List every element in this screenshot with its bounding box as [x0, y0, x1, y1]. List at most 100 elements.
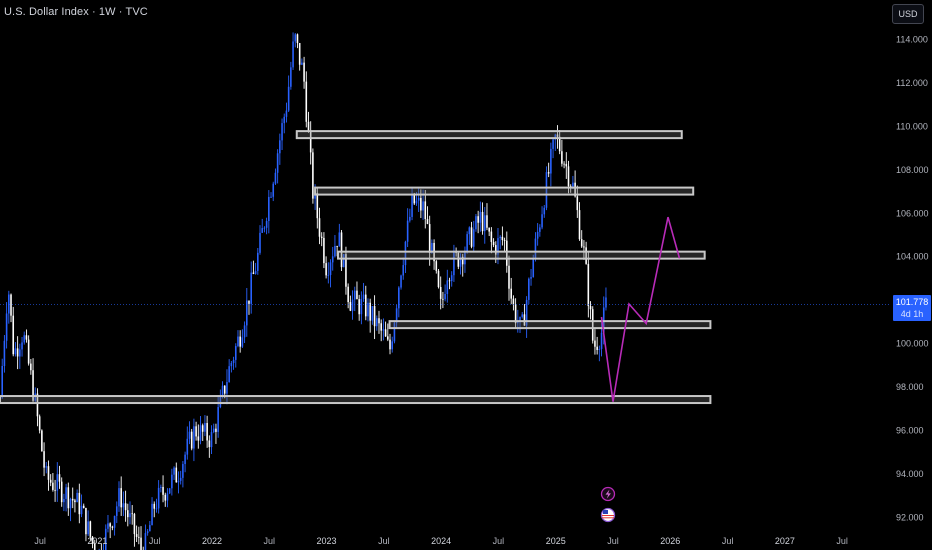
candle: [89, 520, 92, 541]
candle: [305, 71, 308, 128]
candle: [486, 203, 488, 231]
candle: [93, 539, 96, 550]
candle: [259, 225, 261, 255]
candle: [129, 501, 131, 525]
candle: [470, 221, 473, 249]
candle: [204, 415, 206, 437]
candle: [257, 247, 259, 275]
candle: [523, 304, 526, 326]
candle: [369, 298, 371, 333]
x-tick-label: 2024: [431, 536, 451, 546]
support-resistance-zone[interactable]: [388, 320, 712, 330]
candle: [193, 418, 195, 462]
candle: [232, 356, 235, 370]
candle: [74, 498, 76, 513]
candle: [528, 277, 530, 305]
candle: [525, 296, 528, 338]
candle: [400, 274, 402, 290]
candle: [270, 192, 272, 198]
y-tick-label: 110.000: [896, 121, 928, 131]
candle: [160, 484, 162, 493]
candle: [45, 461, 48, 474]
candle: [536, 223, 539, 246]
candle: [499, 235, 501, 250]
candle: [239, 330, 241, 353]
candle: [521, 312, 524, 319]
currency-button[interactable]: USD: [892, 4, 924, 24]
candle: [323, 232, 325, 269]
candle: [378, 310, 380, 334]
candle: [5, 302, 8, 349]
candle: [338, 223, 341, 247]
candle: [16, 336, 19, 370]
candle: [298, 42, 301, 71]
x-tick-label: Jul: [722, 536, 734, 546]
y-tick-label: 96.000: [896, 425, 924, 435]
candle: [294, 33, 297, 48]
support-resistance-zone[interactable]: [314, 186, 695, 196]
y-tick-label: 112.000: [896, 78, 928, 88]
candle: [290, 61, 292, 90]
candle: [241, 329, 244, 348]
candle: [585, 241, 587, 265]
candle: [312, 148, 314, 204]
candle: [36, 388, 39, 427]
candle: [393, 320, 396, 344]
support-resistance-zone[interactable]: [0, 395, 712, 405]
candle: [8, 290, 10, 324]
candle: [228, 359, 230, 383]
candle: [82, 503, 85, 509]
candle: [543, 204, 546, 218]
candle: [179, 470, 182, 485]
candle: [254, 262, 257, 275]
candle: [118, 481, 120, 512]
candle: [395, 304, 398, 330]
candle: [389, 333, 391, 355]
candle: [131, 505, 134, 525]
candle: [605, 287, 607, 311]
candle: [406, 208, 409, 248]
candle: [439, 276, 442, 310]
candle: [197, 424, 200, 449]
candle: [135, 525, 138, 543]
candle: [69, 497, 72, 522]
support-resistance-zone[interactable]: [295, 130, 683, 140]
candle: [292, 32, 294, 70]
candle: [512, 295, 515, 311]
candle: [539, 224, 541, 237]
candle: [27, 335, 30, 366]
candle: [276, 149, 279, 184]
candle: [265, 217, 268, 235]
candle: [391, 336, 394, 353]
candle: [541, 206, 543, 230]
event-icons[interactable]: [600, 486, 616, 523]
candle: [382, 318, 385, 341]
candle: [501, 226, 504, 246]
candle: [285, 102, 288, 123]
candle: [563, 161, 565, 169]
candle: [360, 291, 363, 325]
chart-title: U.S. Dollar Index · 1W · TVC: [4, 6, 148, 18]
candle: [578, 202, 581, 241]
candle: [353, 286, 356, 312]
candle: [25, 329, 28, 343]
candle: [373, 295, 376, 340]
candle: [428, 215, 431, 266]
candle: [195, 421, 197, 441]
candle: [558, 129, 561, 155]
candle: [23, 331, 26, 345]
candle: [58, 465, 61, 489]
x-tick-label: Jul: [34, 536, 46, 546]
x-tick-label: 2025: [546, 536, 566, 546]
flash-icon[interactable]: [600, 486, 616, 502]
candle: [149, 520, 151, 532]
projection-path[interactable]: [600, 216, 681, 402]
candle: [3, 335, 6, 373]
candle: [41, 429, 43, 452]
candle: [490, 227, 493, 254]
flag-us-icon[interactable]: [600, 507, 616, 523]
candle: [10, 293, 12, 323]
candle: [530, 269, 532, 286]
support-resistance-zone[interactable]: [337, 250, 706, 260]
